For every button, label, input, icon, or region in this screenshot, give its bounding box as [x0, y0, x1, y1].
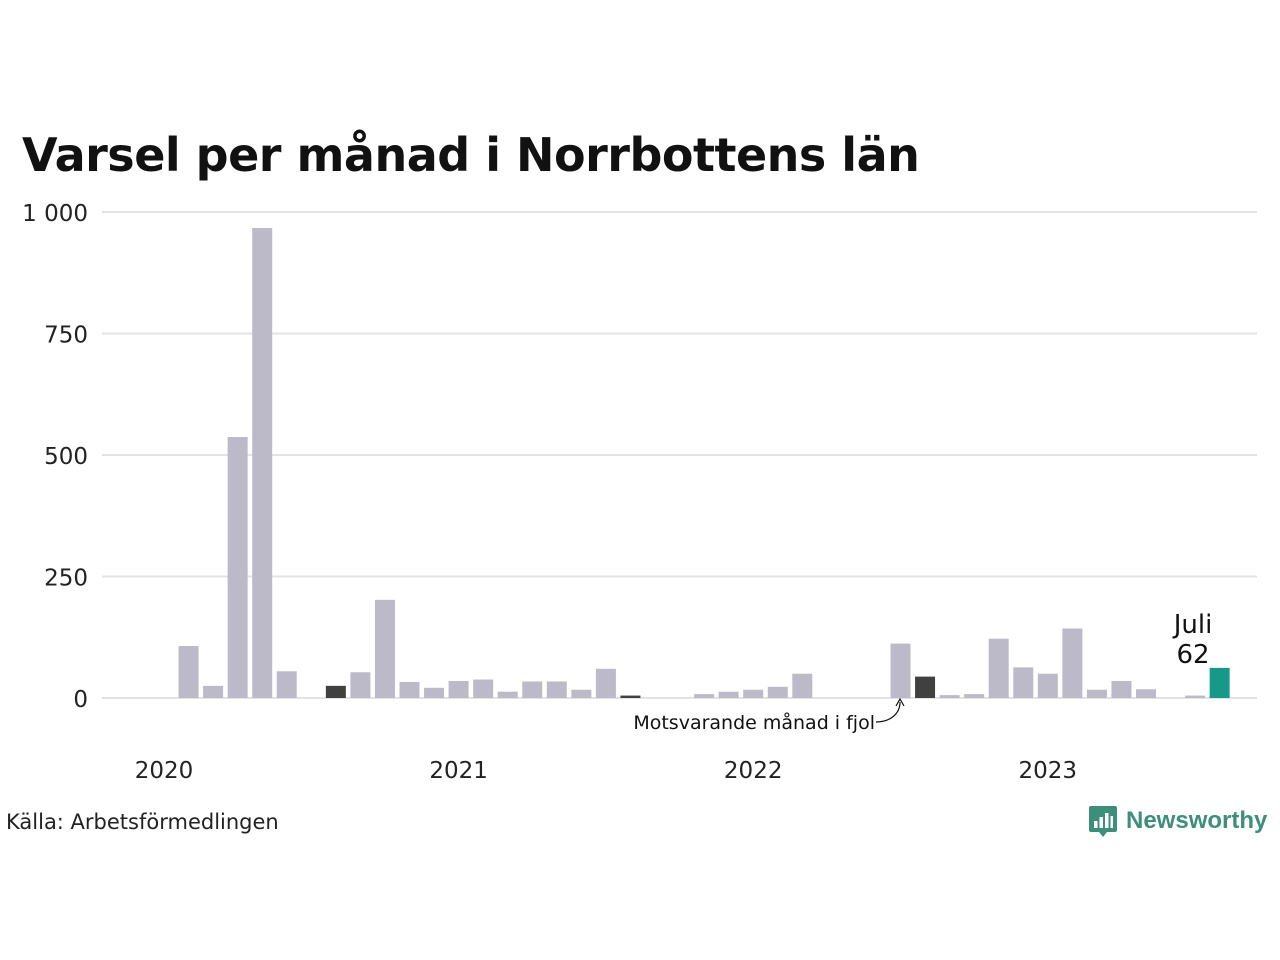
- bar: [497, 691, 518, 698]
- bar: [252, 228, 273, 698]
- source-note: Källa: Arbetsförmedlingen: [6, 810, 279, 834]
- bar: [546, 681, 567, 698]
- x-year-label: 2023: [1019, 758, 1078, 784]
- bar: [718, 691, 739, 698]
- bar: [374, 599, 395, 698]
- y-axis-tick-labels: 0 250 500 750 1 000: [22, 201, 88, 713]
- bar: [743, 689, 764, 698]
- bar: [399, 681, 420, 698]
- y-tick-label: 500: [44, 444, 88, 470]
- bar-previous-year: [620, 695, 641, 698]
- bar: [1185, 695, 1206, 698]
- newsworthy-logo: Newsworthy: [1088, 804, 1267, 838]
- bar-chart: 0 250 500 750 1 000 2020 2021 2022 2023 Juli 62…: [22, 201, 1257, 784]
- bar: [571, 689, 592, 698]
- bar-current-month: [1209, 667, 1230, 698]
- bar: [1037, 673, 1058, 698]
- brand-name: Newsworthy: [1126, 807, 1268, 834]
- chart-title: Varsel per månad i Norrbottens län: [22, 128, 920, 182]
- bar: [424, 687, 445, 698]
- gridlines: [102, 211, 1257, 699]
- bar: [448, 680, 469, 698]
- annotation-arrowhead: [895, 697, 905, 707]
- bar: [890, 643, 911, 698]
- bar-chart-speech-icon: [1089, 806, 1117, 837]
- bar: [1086, 689, 1107, 698]
- annotations: Juli 62 Motsvarande månad i fjol: [633, 610, 1212, 734]
- bar: [792, 673, 813, 698]
- bar: [1062, 628, 1083, 698]
- bar-previous-year: [325, 685, 346, 698]
- y-tick-label: 0: [73, 687, 88, 713]
- bar: [1136, 689, 1156, 698]
- bar: [178, 645, 199, 698]
- y-tick-label: 250: [44, 566, 88, 592]
- bar: [939, 695, 960, 698]
- x-year-label: 2022: [724, 758, 783, 784]
- y-tick-label: 1 000: [22, 201, 88, 227]
- bar: [276, 671, 297, 698]
- bar: [767, 686, 788, 698]
- bar: [203, 685, 224, 698]
- annotation-arrow: [875, 701, 901, 723]
- y-tick-label: 750: [44, 323, 88, 349]
- bar: [964, 694, 985, 698]
- bar: [473, 679, 494, 698]
- x-year-label: 2020: [135, 758, 194, 784]
- bar: [350, 672, 371, 698]
- bars: [178, 228, 1230, 698]
- previous-year-annotation: Motsvarande månad i fjol: [633, 711, 875, 734]
- bar: [522, 681, 543, 698]
- current-value-label: 62: [1176, 640, 1209, 670]
- bar: [227, 437, 248, 698]
- bar: [1013, 667, 1034, 698]
- bar-previous-year: [915, 676, 936, 698]
- bar: [595, 668, 616, 698]
- x-year-label: 2021: [429, 758, 488, 784]
- bar: [694, 694, 715, 698]
- current-month-label: Juli: [1172, 610, 1213, 640]
- bar: [988, 638, 1009, 698]
- bar: [1111, 680, 1132, 698]
- x-axis-year-labels: 2020 2021 2022 2023: [135, 758, 1077, 784]
